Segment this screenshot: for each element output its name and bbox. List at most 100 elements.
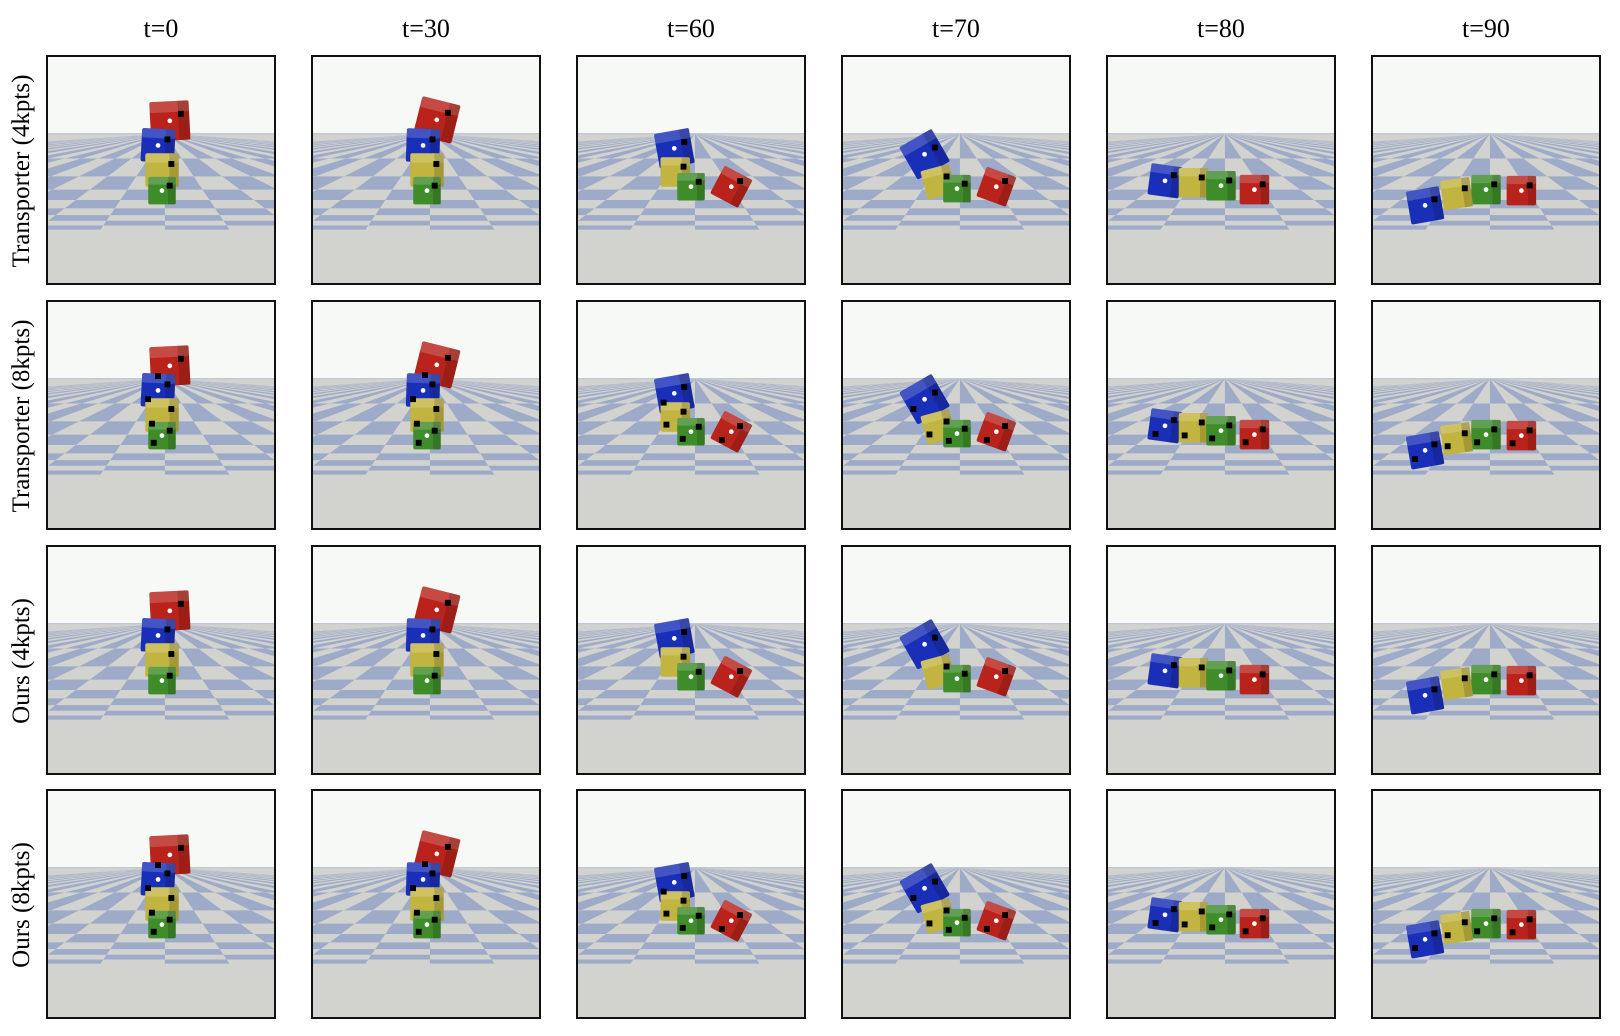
sky	[1373, 57, 1599, 134]
keypoint	[155, 373, 161, 380]
keypoint-center	[728, 674, 734, 680]
keypoint	[695, 423, 702, 430]
keypoint	[168, 895, 175, 901]
keypoint	[1152, 431, 1159, 437]
keypoint	[1444, 443, 1451, 450]
keypoint-center	[728, 918, 734, 924]
keypoint	[680, 163, 687, 170]
keypoint-center	[159, 922, 165, 927]
keypoints	[1422, 671, 1533, 698]
keypoint	[1526, 916, 1533, 923]
keypoint	[1431, 196, 1438, 203]
checker-floor	[1108, 867, 1334, 1017]
keypoint	[926, 920, 933, 927]
frame-row3-t0	[46, 545, 276, 775]
keypoint-center	[434, 607, 440, 613]
keypoint-center	[434, 851, 440, 857]
keypoint-center	[993, 429, 999, 435]
frame-image	[1373, 302, 1599, 528]
keypoint	[961, 180, 968, 187]
keypoint-center	[954, 676, 960, 682]
keypoint	[1259, 181, 1266, 188]
keypoint	[1209, 435, 1216, 442]
keypoint	[663, 910, 670, 917]
keypoint	[681, 139, 688, 145]
keypoint	[1461, 919, 1468, 926]
keypoints	[1162, 172, 1266, 193]
keypoint	[1431, 686, 1438, 693]
column-label-t60: t=60	[667, 14, 715, 43]
keypoint	[961, 914, 968, 921]
keypoints	[420, 599, 451, 683]
checker-floor	[843, 867, 1069, 1017]
keypoints	[155, 110, 184, 193]
keypoint	[431, 672, 438, 679]
sky	[578, 791, 804, 868]
keypoint	[1198, 419, 1205, 426]
keypoint-center	[922, 151, 927, 157]
sky	[1108, 791, 1334, 868]
keypoint	[145, 396, 151, 403]
frame-image	[578, 547, 804, 773]
keypoint-center	[1252, 677, 1257, 683]
keypoint-center	[1483, 677, 1489, 683]
frame-image	[843, 547, 1069, 773]
keypoint	[444, 843, 451, 850]
keypoint-center	[1519, 188, 1524, 193]
keypoint-center	[688, 918, 694, 924]
keypoint	[718, 436, 725, 443]
keypoint	[177, 355, 184, 362]
sky	[843, 547, 1069, 624]
frame-image	[313, 547, 539, 773]
keypoint	[910, 406, 917, 412]
keypoint-center	[1218, 673, 1224, 679]
keypoint	[1002, 912, 1009, 918]
column-label-t0: t=0	[143, 14, 179, 43]
keypoint-center	[728, 184, 734, 190]
sky	[1373, 302, 1599, 379]
frame-image	[1108, 547, 1334, 773]
keypoint-center	[1519, 922, 1524, 927]
frame-image	[313, 791, 539, 1017]
keypoint	[164, 381, 171, 388]
frame-image	[313, 57, 539, 283]
keypoint-center	[159, 188, 165, 193]
keypoint-center	[1483, 432, 1489, 438]
sky	[843, 302, 1069, 379]
keypoint-center	[1483, 921, 1489, 927]
keypoint	[737, 668, 744, 674]
keypoint-center	[671, 391, 677, 396]
keypoints	[410, 354, 451, 446]
keypoint	[961, 425, 968, 432]
column-label-t90: t=90	[1462, 14, 1510, 43]
keypoint-center	[688, 184, 694, 190]
keypoint	[150, 439, 157, 446]
frame-row2-t90	[1371, 300, 1601, 530]
keypoint	[1526, 182, 1533, 189]
keypoint-center	[993, 918, 999, 924]
frame-row2-t60	[576, 300, 806, 530]
keypoint	[663, 421, 670, 428]
keypoint	[1509, 929, 1516, 936]
sky	[1373, 547, 1599, 624]
keypoint	[932, 144, 938, 151]
keypoint	[429, 136, 436, 143]
checker-floor	[1373, 867, 1599, 1017]
keypoint	[945, 437, 952, 444]
keypoint-center	[688, 429, 694, 435]
keypoints	[922, 634, 1009, 682]
keypoints	[1412, 426, 1533, 463]
keypoint	[680, 653, 687, 660]
yellow-cube	[1440, 666, 1474, 700]
sky	[1108, 57, 1334, 134]
keypoint	[1170, 662, 1177, 669]
keypoint	[433, 161, 440, 167]
keypoint-center	[1252, 187, 1257, 193]
row-label-ours-4kpts: Ours (4kpts)	[0, 545, 44, 777]
checker-floor	[1373, 133, 1599, 283]
frame-row1-t80	[1106, 55, 1336, 285]
keypoint	[1170, 172, 1177, 179]
frame-row1-t90	[1371, 55, 1601, 285]
keypoint	[414, 909, 420, 916]
keypoint	[433, 651, 440, 657]
